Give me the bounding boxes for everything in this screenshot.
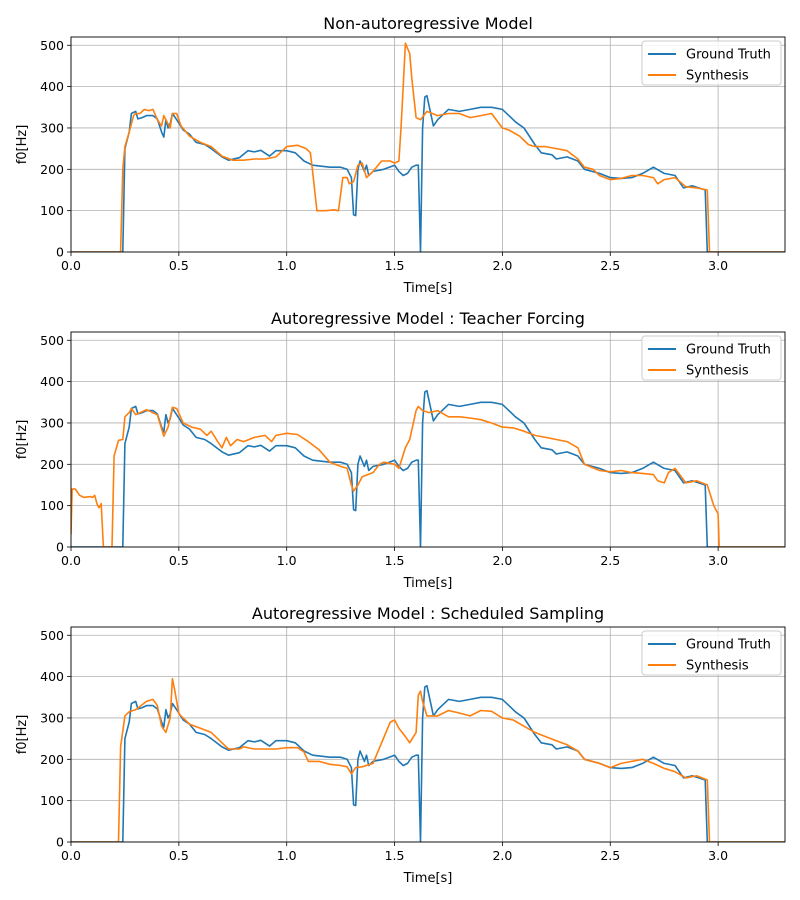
- axes-frame: [70, 331, 786, 548]
- x-tick-label: 2.0: [492, 848, 512, 863]
- y-tick-label: 400: [40, 374, 64, 389]
- legend-label: Ground Truth: [686, 638, 771, 653]
- y-tick-label: 500: [40, 628, 64, 643]
- x-tick-label: 3.0: [708, 848, 728, 863]
- x-tick-label: 3.0: [708, 258, 728, 273]
- x-tick-label: 1.5: [385, 848, 405, 863]
- x-tick-label: 1.5: [385, 258, 405, 273]
- y-axis-label: f0[Hz]: [15, 125, 30, 165]
- x-tick-label: 2.5: [600, 258, 620, 273]
- legend-label: Synthesis: [686, 364, 749, 379]
- y-tick-label: 200: [40, 752, 64, 767]
- legend: Ground Truth Synthesis: [641, 630, 782, 676]
- series-line-ground-truth: [71, 389, 785, 547]
- legend-label: Ground Truth: [686, 343, 771, 358]
- legend-box: [641, 630, 782, 676]
- x-tick-label: 0.0: [61, 258, 81, 273]
- x-tick-label: 2.0: [492, 258, 512, 273]
- legend-label: Synthesis: [686, 69, 749, 84]
- y-tick-label: 100: [40, 498, 64, 513]
- y-tick-label: 200: [40, 162, 64, 177]
- x-tick-label: 0.5: [169, 553, 189, 568]
- legend-box: [641, 335, 782, 381]
- y-axis-label: f0[Hz]: [15, 715, 30, 755]
- x-tick-label: 1.0: [277, 553, 297, 568]
- x-tick-label: 2.5: [600, 553, 620, 568]
- axes-frame: [70, 36, 786, 253]
- x-axis-label: Time[s]: [403, 281, 453, 296]
- legend: Ground Truth Synthesis: [641, 40, 782, 86]
- chart-title: Non-autoregressive Model: [323, 14, 533, 33]
- y-tick-label: 400: [40, 79, 64, 94]
- x-tick-label: 1.0: [277, 258, 297, 273]
- y-tick-label: 0: [56, 245, 64, 260]
- y-tick-label: 0: [56, 835, 64, 850]
- chart-title: Autoregressive Model : Teacher Forcing: [271, 309, 585, 328]
- y-tick-label: 400: [40, 669, 64, 684]
- x-tick-label: 2.5: [600, 848, 620, 863]
- series-lines: [71, 389, 785, 547]
- series-line-synthesis: [71, 405, 785, 547]
- y-tick-label: 100: [40, 203, 64, 218]
- x-tick-label: 1.5: [385, 553, 405, 568]
- y-axis-label: f0[Hz]: [15, 420, 30, 460]
- x-tick-label: 0.0: [61, 553, 81, 568]
- x-tick-label: 2.0: [492, 553, 512, 568]
- x-axis-label: Time[s]: [403, 871, 453, 886]
- x-tick-label: 0.5: [169, 258, 189, 273]
- series-line-synthesis: [71, 677, 785, 842]
- x-tick-label: 1.0: [277, 848, 297, 863]
- chart-panel-2: 0.0 0.5 1.0 1.5 2.0 2.5 3.0 0 100 200 300 400 500 Aut…: [15, 309, 786, 591]
- y-tick-label: 300: [40, 120, 64, 135]
- legend-label: Synthesis: [686, 659, 749, 674]
- chart-panel-1: 0.0 0.5 1.0 1.5 2.0 2.5 3.0 0 100 200 300 400 500 Non…: [15, 14, 786, 296]
- series-line-synthesis: [71, 42, 785, 252]
- legend: Ground Truth Synthesis: [641, 335, 782, 381]
- chart-title: Autoregressive Model : Scheduled Samplin…: [252, 604, 604, 623]
- series-lines: [71, 42, 785, 252]
- y-tick-label: 200: [40, 457, 64, 472]
- series-lines: [71, 677, 785, 842]
- x-tick-label: 0.5: [169, 848, 189, 863]
- y-tick-label: 300: [40, 710, 64, 725]
- y-tick-label: 100: [40, 793, 64, 808]
- legend-box: [641, 40, 782, 86]
- y-tick-label: 300: [40, 415, 64, 430]
- chart-panel-3: 0.0 0.5 1.0 1.5 2.0 2.5 3.0 0 100 200 300 400 500 Aut…: [15, 604, 786, 886]
- x-tick-label: 0.0: [61, 848, 81, 863]
- y-tick-label: 500: [40, 38, 64, 53]
- legend-label: Ground Truth: [686, 48, 771, 63]
- x-axis-label: Time[s]: [403, 576, 453, 591]
- y-tick-label: 500: [40, 333, 64, 348]
- axes-frame: [70, 626, 786, 843]
- x-tick-label: 3.0: [708, 553, 728, 568]
- y-tick-label: 0: [56, 540, 64, 555]
